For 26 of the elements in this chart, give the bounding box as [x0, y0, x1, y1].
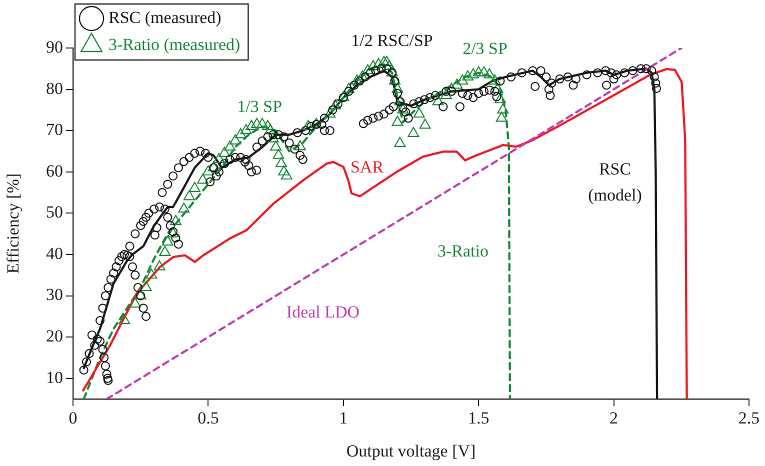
y-tick-label: 50: [46, 202, 63, 222]
y-axis-title: Efficiency [%]: [4, 173, 23, 274]
legend-label: RSC (measured): [108, 8, 222, 27]
annotation: 1/3 SP: [237, 97, 282, 116]
series-label: 3-Ratio: [438, 241, 488, 260]
y-tick-label: 20: [46, 326, 63, 346]
x-tick-label: 2.5: [738, 408, 760, 428]
y-tick-label: 90: [46, 37, 63, 56]
x-tick-label: 0: [68, 408, 78, 428]
x-tick-label: 2: [610, 408, 618, 428]
legend-label: 3-Ratio (measured): [108, 34, 240, 54]
x-tick-label: 1.5: [468, 408, 490, 428]
x-tick-label: 1: [339, 408, 348, 428]
x-axis-title: Output voltage [V]: [346, 441, 476, 460]
series-label: Ideal LDO: [286, 302, 360, 322]
x-tick-label: 0.5: [198, 408, 219, 428]
y-tick-label: 70: [46, 120, 63, 140]
series-label: RSC (model): [588, 159, 642, 204]
y-tick-label: 60: [46, 161, 63, 180]
annotation: 2/3 SP: [462, 38, 508, 58]
y-tick-label: 80: [46, 78, 63, 98]
annotation: 1/2 RSC/SP: [351, 30, 433, 50]
y-tick-label: 30: [46, 285, 63, 304]
y-tick-label: 40: [46, 244, 63, 263]
y-tick-label: 10: [46, 368, 63, 387]
series-label: SAR: [350, 157, 384, 176]
